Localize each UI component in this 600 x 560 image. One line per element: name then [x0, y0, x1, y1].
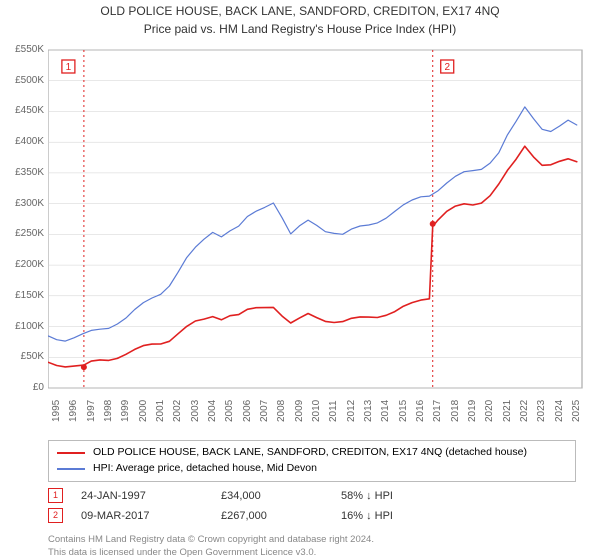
- y-tick-label: £350K: [2, 167, 44, 178]
- x-tick-label: 2020: [484, 400, 495, 422]
- x-tick-label: 2001: [155, 400, 166, 422]
- sale-delta: 16% ↓ HPI: [341, 510, 461, 522]
- x-tick-label: 2016: [415, 400, 426, 422]
- x-tick-label: 2013: [363, 400, 374, 422]
- x-tick-label: 2023: [536, 400, 547, 422]
- sale-price: £34,000: [221, 490, 341, 502]
- y-tick-label: £500K: [2, 75, 44, 86]
- legend-swatch: [57, 468, 85, 470]
- x-tick-label: 2014: [380, 400, 391, 422]
- y-tick-label: £100K: [2, 321, 44, 332]
- svg-text:1: 1: [66, 62, 72, 73]
- x-tick-label: 2006: [242, 400, 253, 422]
- x-tick-label: 1997: [86, 400, 97, 422]
- sale-row: 1 24-JAN-1997£34,00058% ↓ HPI: [48, 488, 461, 503]
- x-tick-label: 2017: [432, 400, 443, 422]
- chart-title-2: Price paid vs. HM Land Registry's House …: [0, 22, 600, 36]
- y-tick-label: £200K: [2, 259, 44, 270]
- sale-date: 09-MAR-2017: [81, 510, 221, 522]
- chart-title-1: OLD POLICE HOUSE, BACK LANE, SANDFORD, C…: [0, 4, 600, 18]
- x-tick-label: 2010: [311, 400, 322, 422]
- sale-marker-icon: 2: [48, 508, 63, 523]
- x-tick-label: 2002: [172, 400, 183, 422]
- x-tick-label: 2008: [276, 400, 287, 422]
- y-tick-label: £300K: [2, 198, 44, 209]
- x-tick-label: 1999: [120, 400, 131, 422]
- sale-delta: 58% ↓ HPI: [341, 490, 461, 502]
- chart-plot-area: 12: [48, 44, 588, 394]
- x-tick-label: 2011: [328, 400, 339, 422]
- x-tick-label: 2024: [554, 400, 565, 422]
- legend: OLD POLICE HOUSE, BACK LANE, SANDFORD, C…: [48, 440, 576, 482]
- x-tick-label: 2004: [207, 400, 218, 422]
- legend-label: OLD POLICE HOUSE, BACK LANE, SANDFORD, C…: [93, 445, 527, 461]
- x-tick-label: 2021: [502, 400, 513, 422]
- x-tick-label: 2025: [571, 400, 582, 422]
- x-tick-label: 2012: [346, 400, 357, 422]
- x-tick-label: 2022: [519, 400, 530, 422]
- legend-row: OLD POLICE HOUSE, BACK LANE, SANDFORD, C…: [57, 445, 567, 461]
- x-tick-label: 1996: [68, 400, 79, 422]
- attribution-line-2: This data is licensed under the Open Gov…: [48, 547, 374, 560]
- sale-row: 2 09-MAR-2017£267,00016% ↓ HPI: [48, 508, 461, 523]
- sale-marker-icon: 1: [48, 488, 63, 503]
- sale-date: 24-JAN-1997: [81, 490, 221, 502]
- x-tick-label: 1995: [51, 400, 62, 422]
- legend-row: HPI: Average price, detached house, Mid …: [57, 461, 567, 477]
- y-tick-label: £250K: [2, 228, 44, 239]
- x-tick-label: 1998: [103, 400, 114, 422]
- x-tick-label: 2000: [138, 400, 149, 422]
- x-tick-label: 2003: [190, 400, 201, 422]
- legend-swatch: [57, 452, 85, 454]
- y-tick-label: £50K: [2, 351, 44, 362]
- y-tick-label: £0: [2, 382, 44, 393]
- legend-label: HPI: Average price, detached house, Mid …: [93, 461, 317, 477]
- svg-text:2: 2: [444, 62, 450, 73]
- x-tick-label: 2009: [294, 400, 305, 422]
- x-tick-label: 2005: [224, 400, 235, 422]
- chart-svg: 12: [48, 44, 588, 394]
- y-tick-label: £550K: [2, 44, 44, 55]
- y-tick-label: £150K: [2, 290, 44, 301]
- y-tick-label: £450K: [2, 105, 44, 116]
- x-tick-label: 2007: [259, 400, 270, 422]
- x-tick-label: 2015: [398, 400, 409, 422]
- x-tick-label: 2018: [450, 400, 461, 422]
- attribution-line-1: Contains HM Land Registry data © Crown c…: [48, 534, 374, 547]
- x-tick-label: 2019: [467, 400, 478, 422]
- sale-price: £267,000: [221, 510, 341, 522]
- attribution: Contains HM Land Registry data © Crown c…: [48, 534, 374, 560]
- y-tick-label: £400K: [2, 136, 44, 147]
